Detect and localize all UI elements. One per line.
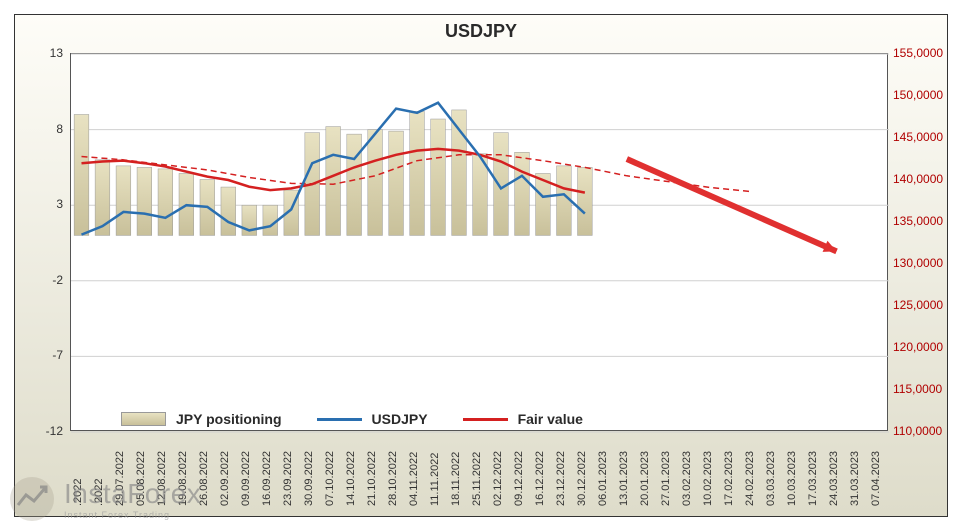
watermark-logo-icon [8, 475, 56, 523]
x-tick: 31.03.2023 [849, 451, 861, 506]
y-left-tick: -2 [52, 273, 63, 287]
x-tick: 14.10.2022 [345, 451, 357, 506]
bar [326, 127, 341, 236]
x-tick: 24.03.2023 [828, 451, 840, 506]
x-tick: 28.10.2022 [387, 451, 399, 506]
bar [410, 111, 425, 235]
x-tick: 03.02.2023 [681, 451, 693, 506]
watermark-subtitle: Instant Forex Trading [64, 510, 201, 520]
legend-item-fairvalue: Fair value [463, 411, 583, 427]
legend-swatch-fairvalue [463, 418, 508, 421]
bar [158, 169, 173, 236]
y-right-tick: 155,0000 [893, 46, 943, 60]
bar [515, 152, 530, 235]
x-tick: 02.12.2022 [492, 451, 504, 506]
x-tick: 13.01.2023 [618, 451, 630, 506]
x-tick: 27.01.2023 [660, 451, 672, 506]
y-left-tick: 3 [56, 197, 63, 211]
bar [431, 119, 446, 235]
legend-label-fairvalue: Fair value [518, 411, 583, 427]
chart-svg [71, 54, 889, 432]
x-tick: 07.04.2023 [870, 451, 882, 506]
x-tick: 04.11.2022 [408, 452, 420, 506]
x-tick: 09.12.2022 [513, 451, 525, 506]
x-tick: 11.11.2022 [429, 453, 441, 506]
bar [578, 167, 593, 235]
bar [347, 134, 362, 235]
y-left-tick: 8 [56, 122, 63, 136]
legend-item-bars: JPY positioning [121, 411, 282, 427]
y-right-tick: 110,0000 [893, 424, 942, 438]
x-tick: 23.09.2022 [282, 451, 294, 506]
legend-label-bars: JPY positioning [176, 411, 282, 427]
y-right-tick: 115,0000 [893, 382, 942, 396]
bar [389, 131, 404, 235]
y-right-tick: 120,0000 [893, 340, 943, 354]
x-tick: 20.01.2023 [639, 451, 651, 506]
x-tick: 09.09.2022 [240, 451, 252, 506]
x-tick: 06.01.2023 [597, 451, 609, 506]
legend-swatch-usdjpy [317, 418, 362, 421]
y-right-tick: 130,0000 [893, 256, 943, 270]
chart-title: USDJPY [445, 21, 517, 42]
bar [263, 205, 278, 235]
chart-container: USDJPY JPY positioning USDJPY Fair value… [14, 14, 948, 517]
x-tick: 21.10.2022 [366, 451, 378, 506]
y-right-tick: 145,0000 [893, 130, 943, 144]
bar [368, 130, 383, 236]
legend-label-usdjpy: USDJPY [372, 411, 428, 427]
bar [74, 114, 89, 235]
bar [116, 166, 131, 236]
legend-item-usdjpy: USDJPY [317, 411, 428, 427]
y-right-tick: 140,0000 [893, 172, 943, 186]
x-tick: 07.10.2022 [324, 451, 336, 506]
x-tick: 16.09.2022 [261, 451, 273, 506]
x-tick: 03.03.2023 [765, 451, 777, 506]
y-right-tick: 135,0000 [893, 214, 943, 228]
bar [221, 187, 236, 235]
y-right-tick: 150,0000 [893, 88, 943, 102]
plot-area: JPY positioning USDJPY Fair value [70, 53, 888, 431]
y-left-tick: -12 [46, 424, 63, 438]
x-tick: 17.03.2023 [807, 451, 819, 506]
y-right-tick: 125,0000 [893, 298, 943, 312]
x-tick: 10.02.2023 [702, 451, 714, 506]
x-tick: 17.02.2023 [723, 451, 735, 506]
legend-swatch-bar [121, 412, 166, 426]
y-left-tick: -7 [52, 348, 63, 362]
x-tick: 16.12.2022 [534, 451, 546, 506]
x-tick: 24.02.2023 [744, 451, 756, 506]
watermark: InstaForex Instant Forex Trading [8, 475, 201, 523]
x-tick: 02.09.2022 [219, 451, 231, 506]
watermark-text: InstaForex Instant Forex Trading [64, 478, 201, 520]
legend: JPY positioning USDJPY Fair value [121, 411, 583, 427]
x-tick: 10.03.2023 [786, 451, 798, 506]
x-tick: 18.11.2022 [450, 452, 462, 506]
x-tick: 30.09.2022 [303, 451, 315, 506]
x-tick: 23.12.2022 [555, 451, 567, 506]
x-tick: 30.12.2022 [576, 451, 588, 506]
watermark-brand: InstaForex [64, 478, 201, 510]
y-left-tick: 13 [50, 46, 63, 60]
bar [137, 167, 152, 235]
x-tick: 25.11.2022 [471, 452, 483, 506]
